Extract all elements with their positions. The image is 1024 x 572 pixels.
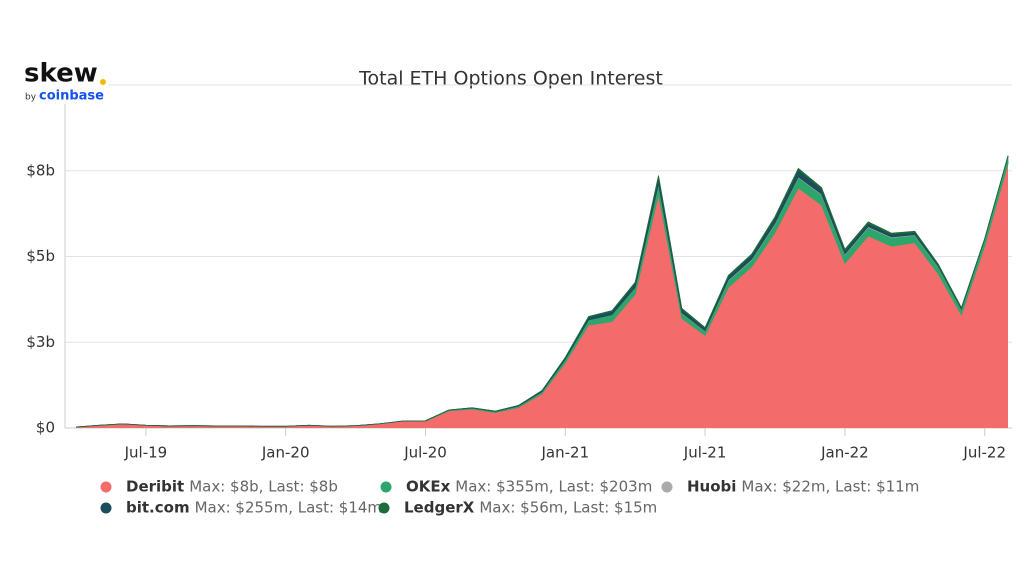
x-tick-label: Jan-21 (540, 444, 589, 462)
legend-swatch (100, 481, 112, 493)
x-tick-label: Jul-22 (962, 444, 1006, 462)
x-tick-label: Jan-22 (820, 444, 869, 462)
y-tick-label: $8b (26, 161, 55, 179)
x-tick-label: Jul-21 (683, 444, 727, 462)
legend-stats: Max: $22m, Last: $11m (741, 478, 919, 496)
legend-label: OKEx (406, 478, 451, 496)
logo-dot (100, 79, 106, 85)
logo-byline: by (25, 93, 37, 103)
x-tick-label: Jul-20 (403, 444, 447, 462)
y-tick-label: $0 (36, 419, 55, 437)
legend-swatch (380, 481, 392, 493)
y-tick-label: $5b (26, 247, 55, 265)
logo-brand: coinbase (39, 89, 104, 104)
chart-title: Total ETH Options Open Interest (358, 68, 663, 90)
legend-stats: Max: $8b, Last: $8b (189, 478, 338, 496)
x-tick-label: Jan-20 (261, 444, 310, 462)
legend-label: Deribit (126, 478, 184, 496)
legend-stats: Max: $255m, Last: $14m (195, 499, 382, 517)
logo-name: skew (24, 59, 98, 89)
legend-swatch (100, 502, 112, 514)
legend-swatch (661, 481, 673, 493)
legend-label: Huobi (687, 478, 736, 496)
area (76, 163, 1008, 428)
x-tick-label: Jul-19 (124, 444, 168, 462)
y-tick-label: $3b (26, 333, 55, 351)
legend-stats: Max: $56m, Last: $15m (479, 499, 657, 517)
legend-label: bit.com (126, 499, 190, 517)
legend-label: LedgerX (404, 499, 475, 517)
legend-swatch (378, 502, 390, 514)
area (75, 155, 1009, 428)
legend-stats: Max: $355m, Last: $203m (455, 478, 652, 496)
logo-backdrop (18, 62, 108, 104)
